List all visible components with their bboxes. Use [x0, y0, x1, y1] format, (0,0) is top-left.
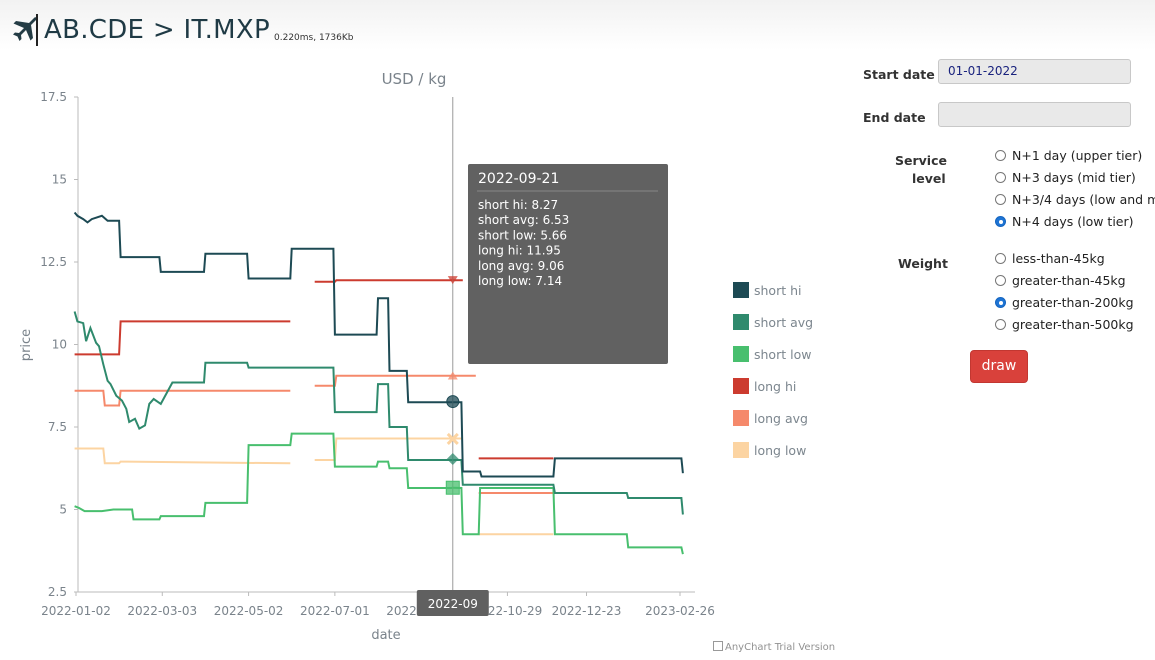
weight-radio[interactable] — [995, 253, 1006, 264]
y-tick-label: 15 — [52, 173, 67, 187]
legend-swatch — [733, 346, 749, 362]
weight-option-label: greater-than-200kg — [1012, 295, 1134, 310]
perf-stats: 0.220ms, 1736Kb — [274, 33, 354, 43]
service-level-label-line2: level — [912, 171, 946, 186]
service-level-option-label: N+3 days (mid tier) — [1012, 170, 1136, 185]
legend-item[interactable]: short hi — [733, 282, 853, 300]
credits-text: AnyChart Trial Version — [725, 642, 836, 653]
marker-long-low — [446, 432, 459, 445]
weight-radio[interactable] — [995, 319, 1006, 330]
y-tick-label: 17.5 — [40, 90, 67, 104]
marker-long-avg — [447, 371, 458, 380]
y-tick-label: 10 — [52, 338, 67, 352]
x-tick-label: 2022-05-02 — [214, 604, 284, 618]
service-level-label-line1: Service — [895, 153, 947, 168]
end-date-input[interactable] — [938, 102, 1131, 127]
service-level-label-2: level — [912, 171, 946, 186]
legend-item[interactable]: short avg — [733, 314, 853, 332]
marker-short-hi — [446, 395, 460, 409]
series-line-short-low[interactable] — [74, 432, 684, 555]
marker-short-low — [445, 480, 460, 495]
legend-swatch — [733, 442, 749, 458]
airplane-icon — [13, 17, 37, 41]
marker-long-hi — [447, 276, 458, 285]
service-level-option-label: N+1 day (upper tier) — [1012, 148, 1143, 163]
tooltip-title: 2022-09-21 — [478, 171, 559, 187]
legend-item[interactable]: long low — [733, 442, 853, 460]
legend-item[interactable]: long avg — [733, 410, 853, 428]
draw-button[interactable]: draw — [970, 350, 1028, 383]
legend-label: long avg — [754, 411, 808, 426]
legend-label: long hi — [754, 379, 797, 394]
series-line-short-hi[interactable] — [73, 211, 684, 478]
end-date-label: End date — [863, 110, 926, 125]
series-line-long-low[interactable] — [74, 437, 554, 536]
start-date-input[interactable]: 01-01-2022 — [938, 59, 1131, 84]
tooltip-line: short avg: 6.53 — [478, 213, 569, 227]
y-tick-label: 2.5 — [48, 585, 67, 599]
legend-label: long low — [754, 443, 807, 458]
service-level-radio[interactable] — [995, 216, 1006, 227]
service-level-option-label: N+3/4 days (low and mid — [1012, 192, 1155, 207]
x-tick-label: 2022-03-03 — [127, 604, 197, 618]
service-level-radio[interactable] — [995, 150, 1006, 161]
tooltip-line: short hi: 8.27 — [478, 198, 558, 212]
x-tick-label: 2022-12-23 — [552, 604, 622, 618]
start-date-label: Start date — [863, 67, 935, 82]
tooltip-line: long low: 7.14 — [478, 274, 562, 288]
y-axis-title: price — [19, 329, 34, 361]
marker-short-avg — [446, 453, 459, 466]
legend-label: short low — [754, 347, 812, 362]
chart-title: USD / kg — [382, 70, 447, 88]
header-bar — [0, 0, 1155, 50]
service-level-radio[interactable] — [995, 172, 1006, 183]
legend-label: short hi — [754, 283, 802, 298]
legend-swatch — [733, 314, 749, 330]
weight-option-label: greater-than-500kg — [1012, 317, 1134, 332]
service-level-label: Service — [895, 153, 947, 168]
crosshair-x-label: 2022-09 — [428, 597, 478, 611]
y-tick-label: 5 — [59, 503, 67, 517]
route-title: AB.CDE > IT.MXP — [36, 14, 270, 46]
legend-item[interactable]: long hi — [733, 378, 853, 396]
weight-radio[interactable] — [995, 297, 1006, 308]
service-level-radio[interactable] — [995, 194, 1006, 205]
tooltip-line: long hi: 11.95 — [478, 244, 561, 258]
x-tick-label: 2022-07-01 — [300, 604, 370, 618]
tooltip-line: long avg: 9.06 — [478, 259, 564, 273]
legend-item[interactable]: short low — [733, 346, 853, 364]
weight-option-label: less-than-45kg — [1012, 251, 1105, 266]
x-tick-label: 2022-01-02 — [41, 604, 111, 618]
crosshair-x-label-box — [416, 590, 489, 616]
price-chart[interactable]: USD / kg 17.5 15 12.5 10 7.5 5 2.5 2022-01-02 202… — [0, 60, 830, 656]
legend-swatch — [733, 282, 749, 298]
service-level-option-label: N+4 days (low tier) — [1012, 214, 1134, 229]
x-axis-title: date — [371, 628, 400, 643]
weight-label: Weight — [898, 256, 948, 271]
legend-swatch — [733, 378, 749, 394]
weight-option-label: greater-than-45kg — [1012, 273, 1126, 288]
chart-icon — [713, 641, 723, 651]
y-tick-label: 7.5 — [48, 420, 67, 434]
tooltip-box — [468, 164, 668, 364]
weight-radio[interactable] — [995, 275, 1006, 286]
series-line-long-hi[interactable] — [74, 279, 554, 460]
y-tick-label: 12.5 — [40, 255, 67, 269]
tooltip-line: short low: 5.66 — [478, 228, 567, 242]
legend-swatch — [733, 410, 749, 426]
x-tick-label: 2022-10-29 — [473, 604, 543, 618]
legend-label: short avg — [754, 315, 814, 330]
x-tick-label: 2023-02-26 — [645, 604, 715, 618]
chart-credits[interactable]: AnyChart Trial Version — [713, 641, 835, 653]
